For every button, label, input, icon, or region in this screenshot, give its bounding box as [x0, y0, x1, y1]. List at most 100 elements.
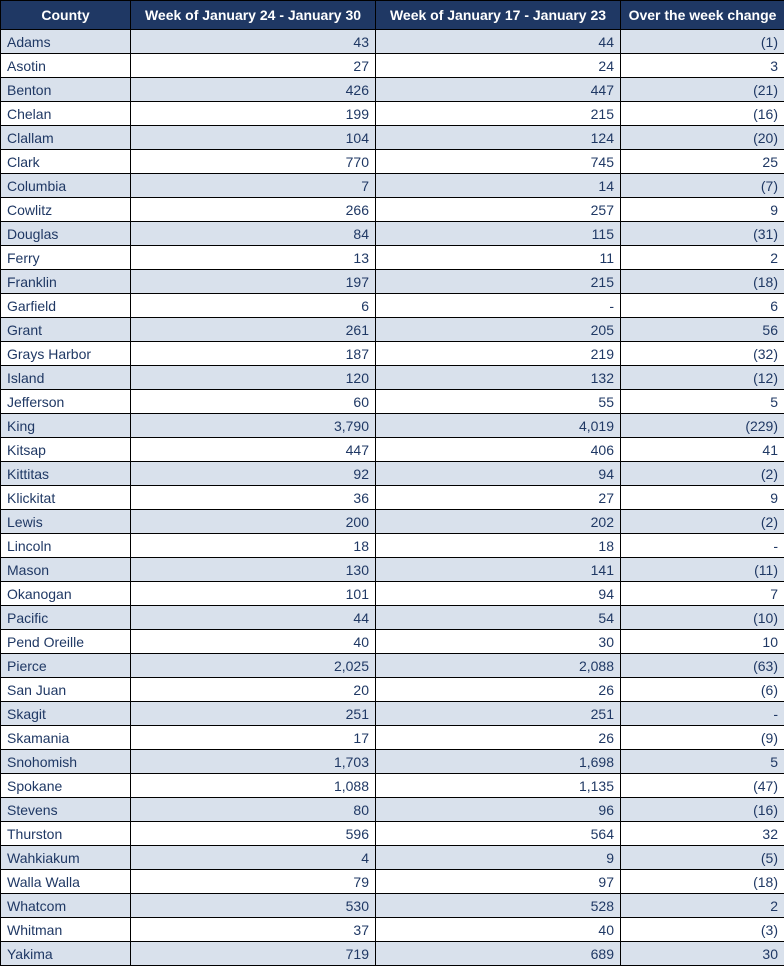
- cell-county: Franklin: [1, 270, 131, 294]
- cell-change: (16): [621, 102, 784, 126]
- cell-change: 6: [621, 294, 784, 318]
- cell-change: (9): [621, 726, 784, 750]
- table-row: Spokane1,0881,135(47): [1, 774, 784, 798]
- cell-week-current: 4: [131, 846, 376, 870]
- cell-change: 41: [621, 438, 784, 462]
- cell-change: (18): [621, 870, 784, 894]
- table-row: Pierce2,0252,088(63): [1, 654, 784, 678]
- cell-week-prior: 689: [376, 942, 621, 966]
- cell-county: Grant: [1, 318, 131, 342]
- cell-county: Skagit: [1, 702, 131, 726]
- table-row: King3,7904,019(229): [1, 414, 784, 438]
- cell-week-current: 719: [131, 942, 376, 966]
- cell-week-current: 251: [131, 702, 376, 726]
- cell-week-current: 2,025: [131, 654, 376, 678]
- col-header-change: Over the week change: [621, 1, 784, 30]
- table-row: Jefferson60555: [1, 390, 784, 414]
- cell-week-current: 6: [131, 294, 376, 318]
- table-row: Columbia714(7): [1, 174, 784, 198]
- cell-week-current: 37: [131, 918, 376, 942]
- cell-week-prior: 26: [376, 726, 621, 750]
- cell-change: (229): [621, 414, 784, 438]
- table-row: Okanogan101947: [1, 582, 784, 606]
- cell-week-prior: 205: [376, 318, 621, 342]
- cell-county: Cowlitz: [1, 198, 131, 222]
- cell-change: (47): [621, 774, 784, 798]
- table-row: Skamania1726(9): [1, 726, 784, 750]
- cell-week-current: 120: [131, 366, 376, 390]
- table-row: Lewis200202(2): [1, 510, 784, 534]
- table-row: Yakima71968930: [1, 942, 784, 966]
- cell-week-prior: 564: [376, 822, 621, 846]
- cell-week-prior: 94: [376, 462, 621, 486]
- cell-week-prior: 219: [376, 342, 621, 366]
- cell-county: Grays Harbor: [1, 342, 131, 366]
- cell-week-current: 261: [131, 318, 376, 342]
- cell-week-current: 447: [131, 438, 376, 462]
- table-row: Wahkiakum49(5): [1, 846, 784, 870]
- table-row: Lincoln1818-: [1, 534, 784, 558]
- cell-county: Thurston: [1, 822, 131, 846]
- cell-week-prior: 1,135: [376, 774, 621, 798]
- cell-week-current: 1,088: [131, 774, 376, 798]
- cell-county: Walla Walla: [1, 870, 131, 894]
- cell-change: (3): [621, 918, 784, 942]
- cell-county: Spokane: [1, 774, 131, 798]
- cell-change: 5: [621, 390, 784, 414]
- cell-change: 3: [621, 54, 784, 78]
- cell-county: Clark: [1, 150, 131, 174]
- cell-week-current: 79: [131, 870, 376, 894]
- cell-change: (18): [621, 270, 784, 294]
- cell-change: (12): [621, 366, 784, 390]
- cell-week-prior: 447: [376, 78, 621, 102]
- county-data-table: County Week of January 24 - January 30 W…: [0, 0, 784, 966]
- cell-county: Garfield: [1, 294, 131, 318]
- cell-week-prior: 27: [376, 486, 621, 510]
- cell-change: 7: [621, 582, 784, 606]
- cell-change: 32: [621, 822, 784, 846]
- table-row: Pacific4454(10): [1, 606, 784, 630]
- cell-county: Skamania: [1, 726, 131, 750]
- cell-county: Pacific: [1, 606, 131, 630]
- cell-change: 56: [621, 318, 784, 342]
- cell-county: Yakima: [1, 942, 131, 966]
- cell-week-current: 187: [131, 342, 376, 366]
- cell-week-prior: 97: [376, 870, 621, 894]
- table-row: Island120132(12): [1, 366, 784, 390]
- cell-week-current: 20: [131, 678, 376, 702]
- cell-county: Clallam: [1, 126, 131, 150]
- cell-week-prior: 132: [376, 366, 621, 390]
- cell-week-prior: 1,698: [376, 750, 621, 774]
- table-row: Douglas84115(31): [1, 222, 784, 246]
- cell-county: Pierce: [1, 654, 131, 678]
- cell-change: (31): [621, 222, 784, 246]
- cell-change: (20): [621, 126, 784, 150]
- cell-week-current: 1,703: [131, 750, 376, 774]
- cell-week-prior: 94: [376, 582, 621, 606]
- cell-change: (11): [621, 558, 784, 582]
- cell-week-prior: 215: [376, 102, 621, 126]
- cell-week-prior: 528: [376, 894, 621, 918]
- table-row: Whatcom5305282: [1, 894, 784, 918]
- cell-week-prior: 202: [376, 510, 621, 534]
- table-row: Clark77074525: [1, 150, 784, 174]
- cell-change: 25: [621, 150, 784, 174]
- cell-week-prior: 115: [376, 222, 621, 246]
- cell-week-current: 60: [131, 390, 376, 414]
- table-row: Benton426447(21): [1, 78, 784, 102]
- cell-week-prior: 24: [376, 54, 621, 78]
- cell-week-current: 92: [131, 462, 376, 486]
- table-row: Thurston59656432: [1, 822, 784, 846]
- cell-change: (2): [621, 462, 784, 486]
- table-row: Kitsap44740641: [1, 438, 784, 462]
- cell-week-current: 266: [131, 198, 376, 222]
- table-body: Adams4344(1)Asotin27243Benton426447(21)C…: [1, 30, 784, 966]
- cell-county: Kittitas: [1, 462, 131, 486]
- cell-week-current: 40: [131, 630, 376, 654]
- cell-change: (1): [621, 30, 784, 54]
- cell-county: Adams: [1, 30, 131, 54]
- cell-week-prior: 141: [376, 558, 621, 582]
- cell-week-current: 770: [131, 150, 376, 174]
- table-row: Whitman3740(3): [1, 918, 784, 942]
- cell-county: Chelan: [1, 102, 131, 126]
